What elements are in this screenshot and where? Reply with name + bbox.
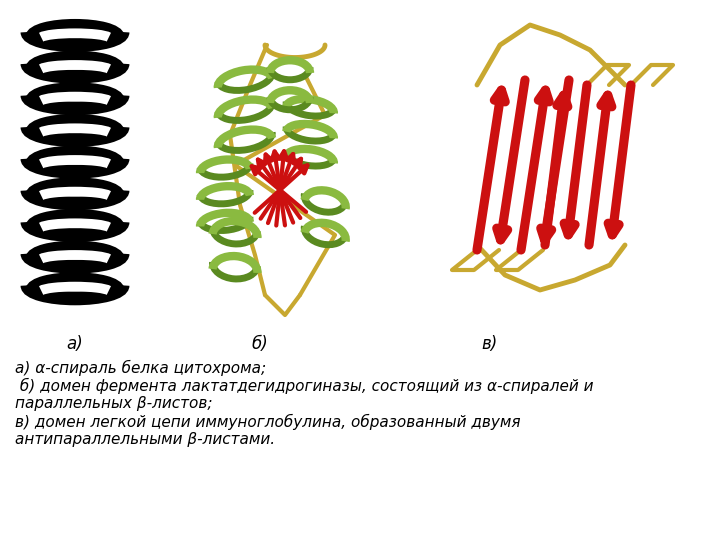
Text: в) домен легкой цепи иммуноглобулина, образованный двумя: в) домен легкой цепи иммуноглобулина, об… [15,414,521,430]
Text: б) домен фермента лактатдегидрогиназы, состоящий из α-спиралей и: б) домен фермента лактатдегидрогиназы, с… [15,378,593,394]
Text: параллельных β-листов;: параллельных β-листов; [15,396,212,411]
Text: а) α-спираль белка цитохрома;: а) α-спираль белка цитохрома; [15,360,266,376]
Text: а): а) [67,335,84,353]
Text: в): в) [482,335,498,353]
Text: антипараллельными β-листами.: антипараллельными β-листами. [15,432,275,447]
Text: б): б) [251,335,269,353]
